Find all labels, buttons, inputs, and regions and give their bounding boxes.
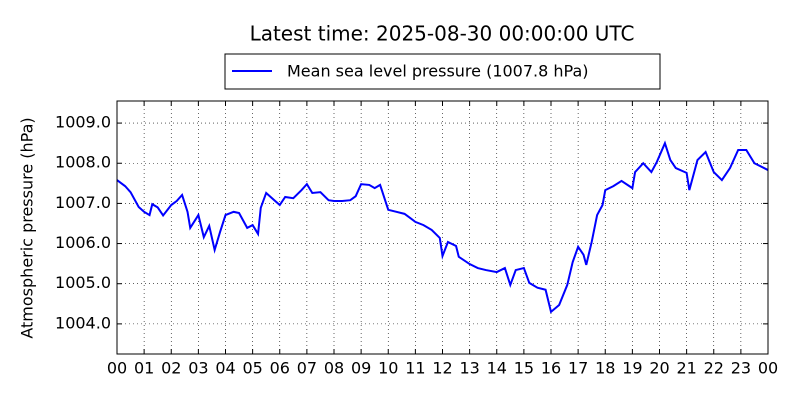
y-tick-label: 1006.0 (55, 233, 111, 252)
x-tick-label: 02 (161, 359, 181, 378)
x-tick-label: 19 (622, 359, 642, 378)
x-tick-label: 21 (676, 359, 696, 378)
x-tick-label: 04 (215, 359, 235, 378)
x-tick-label: 14 (487, 359, 507, 378)
plot-frame (116, 100, 769, 355)
x-tick-label: 18 (595, 359, 615, 378)
x-tick-label: 01 (134, 359, 154, 378)
x-tick-label: 07 (297, 359, 317, 378)
x-tick-label: 00 (107, 359, 127, 378)
x-tick-label: 09 (351, 359, 371, 378)
x-tick-label: 23 (731, 359, 751, 378)
x-tick-label: 12 (432, 359, 452, 378)
data-line (116, 140, 769, 314)
y-tick-label: 1008.0 (55, 153, 111, 172)
x-tick-label: 15 (514, 359, 534, 378)
x-tick-label: 10 (378, 359, 398, 378)
legend-label: Mean sea level pressure (1007.8 hPa) (287, 62, 589, 81)
x-tick-label: 06 (270, 359, 290, 378)
y-axis-label: Atmospheric pressure (hPa) (18, 117, 37, 338)
x-tick-label: 17 (568, 359, 588, 378)
x-tick-label: 22 (704, 359, 724, 378)
x-tick-label: 03 (188, 359, 208, 378)
chart-title: Latest time: 2025-08-30 00:00:00 UTC (250, 22, 635, 46)
y-tick-label: 1005.0 (55, 273, 111, 292)
y-tick-label: 1004.0 (55, 313, 111, 332)
x-tick-label: 16 (541, 359, 561, 378)
x-tick-label: 00 (758, 359, 778, 378)
x-tick-label: 11 (405, 359, 425, 378)
x-tick-label: 05 (242, 359, 262, 378)
x-tick-label: 13 (459, 359, 479, 378)
y-tick-label: 1009.0 (55, 113, 111, 132)
x-tick-label: 08 (324, 359, 344, 378)
legend-box (224, 53, 661, 90)
y-tick-label: 1007.0 (55, 193, 111, 212)
x-tick-label: 20 (649, 359, 669, 378)
